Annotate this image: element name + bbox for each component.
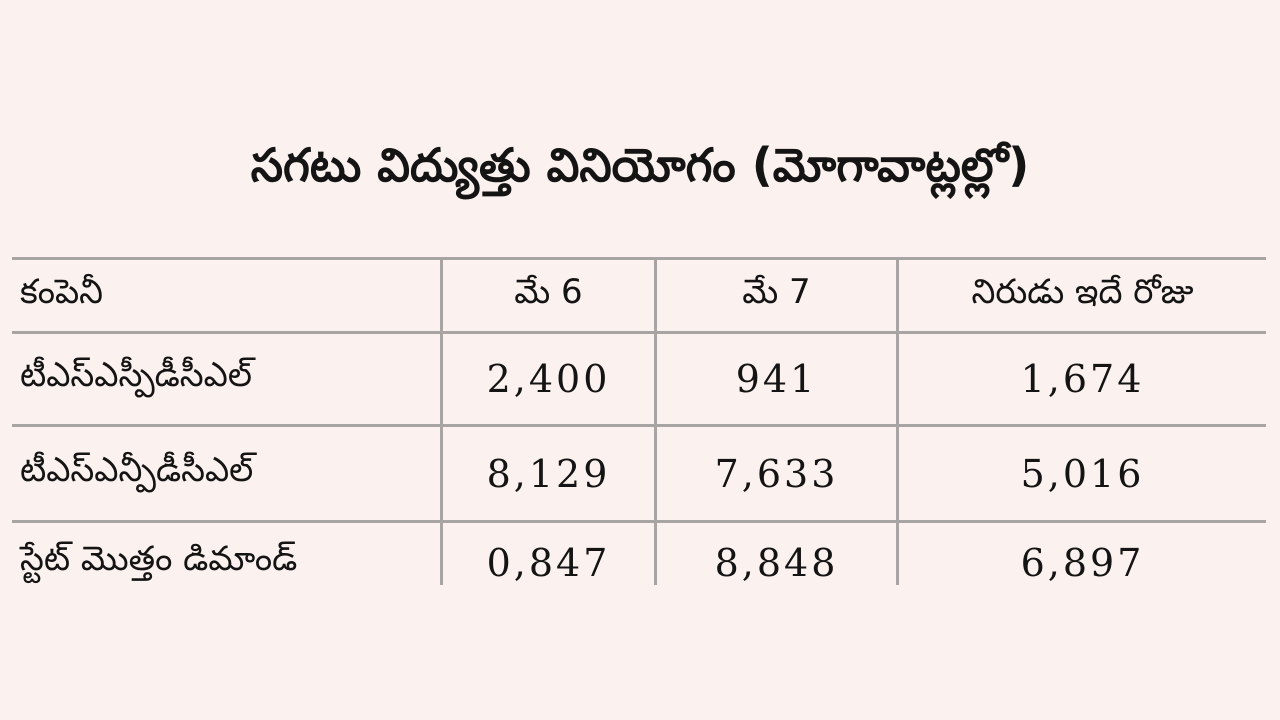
- row2-bottom-rule: [12, 520, 1266, 523]
- header-may-7: మే 7: [742, 271, 811, 312]
- column-divider-2: [654, 257, 657, 585]
- demand-table: కంపెనీ మే 6 మే 7 నిరుడు ఇదే రోజు టీఎస్‌ఎ…: [12, 257, 1266, 585]
- row-3-company: స్టేట్ మొత్తం డిమాండ్: [20, 539, 298, 579]
- row-2-may-7: 7,633: [714, 451, 839, 496]
- table-title: సగటు విద్యుత్తు వినియోగం (మోగావాట్లల్లో): [250, 138, 1030, 192]
- header-company: కంపెనీ: [20, 271, 104, 312]
- row-3-may-6: 0,847: [486, 541, 611, 585]
- row-1-may-7: 941: [735, 357, 818, 401]
- row-1-may-6: 2,400: [486, 357, 611, 401]
- row-2-may-6: 8,129: [486, 451, 611, 496]
- table-top-rule: [12, 257, 1266, 260]
- header-may-6: మే 6: [514, 271, 583, 312]
- row-1-last-year: 1,674: [1020, 357, 1145, 401]
- row-3-last-year: 6,897: [1020, 541, 1145, 585]
- header-bottom-rule: [12, 331, 1266, 334]
- row1-bottom-rule: [12, 424, 1266, 427]
- header-same-day-last-year: నిరుడు ఇదే రోజు: [971, 271, 1194, 312]
- row-2-company: టీఎస్‌ఎన్పీడీసీఎల్: [20, 449, 254, 490]
- row-1-company: టీఎస్‌ఎస్పీడీసీఎల్: [20, 355, 252, 395]
- row-2-last-year: 5,016: [1020, 451, 1145, 496]
- column-divider-3: [896, 257, 899, 585]
- column-divider-1: [440, 257, 443, 585]
- row-3-may-7: 8,848: [714, 541, 839, 585]
